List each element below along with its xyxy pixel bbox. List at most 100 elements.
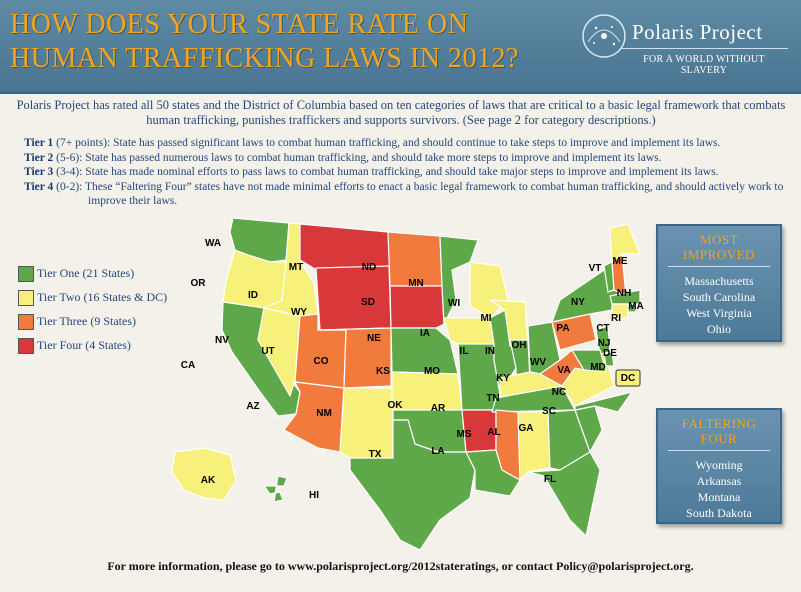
state-hi <box>263 475 288 503</box>
state-label-tn: TN <box>486 393 499 404</box>
legend-label-tier-1: Tier One (21 States) <box>37 266 135 280</box>
legend-item-tier-1: Tier One (21 States) <box>18 266 218 282</box>
tier-3-text: (3-4): State has made nominal efforts to… <box>56 166 719 178</box>
state-label-mt: MT <box>289 262 303 273</box>
state-label-nm: NM <box>316 408 332 419</box>
legend-swatch-tier-3 <box>18 314 34 330</box>
legend-item-tier-4: Tier Four (4 States) <box>18 338 218 354</box>
tier-descriptions: Tier 1 (7+ points): State has passed sig… <box>24 136 784 209</box>
faltering-four-item: Wyoming <box>695 458 743 472</box>
state-label-hi: HI <box>309 490 319 501</box>
state-label-ct: CT <box>596 323 609 334</box>
state-label-ma: MA <box>628 301 644 312</box>
state-label-nj: NJ <box>598 338 611 349</box>
tier-2-line: Tier 2 (5-6): State has passed numerous … <box>24 151 784 166</box>
footer-text: For more information, please go to www.p… <box>107 559 694 573</box>
state-ks <box>391 371 463 411</box>
legend-item-tier-3: Tier Three (9 States) <box>18 314 218 330</box>
state-label-dc: DC <box>621 373 635 384</box>
state-sd <box>389 285 445 329</box>
state-co <box>319 327 392 389</box>
state-label-ri: RI <box>611 313 621 324</box>
header-banner: HOW DOES YOUR STATE RATE ON HUMAN TRAFFI… <box>0 0 801 94</box>
legend-label-tier-4: Tier Four (4 States) <box>37 338 131 352</box>
state-label-co: CO <box>314 356 329 367</box>
state-label-me: ME <box>613 256 628 267</box>
state-al <box>517 411 551 481</box>
page-title: HOW DOES YOUR STATE RATE ON HUMAN TRAFFI… <box>10 8 519 76</box>
faltering-four-panel: FALTERING FOUR Wyoming Arkansas Montana … <box>656 408 782 524</box>
state-ma <box>609 289 641 305</box>
state-label-ms: MS <box>457 429 472 440</box>
state-label-ar: AR <box>431 403 446 414</box>
tier-2-text: (5-6): State has passed numerous laws to… <box>56 151 662 164</box>
tier-4-text: (0-2): These “Faltering Four” states hav… <box>56 180 784 193</box>
state-label-ne: NE <box>367 333 381 344</box>
legend-swatch-tier-1 <box>18 266 34 282</box>
state-label-wa: WA <box>205 238 221 249</box>
most-improved-item: Massachusetts <box>684 274 754 288</box>
state-label-sd: SD <box>361 297 375 308</box>
brand-name: Polaris Project <box>632 20 763 44</box>
most-improved-divider <box>668 266 770 267</box>
most-improved-title: MOST IMPROVED <box>658 232 780 262</box>
state-label-il: IL <box>460 346 469 357</box>
faltering-four-title-2: FOUR <box>700 431 738 446</box>
state-nm <box>339 387 394 459</box>
faltering-four-title: FALTERING FOUR <box>658 416 780 446</box>
state-label-ky: KY <box>496 373 510 384</box>
state-label-ok: OK <box>388 400 404 411</box>
most-improved-panel: MOST IMPROVED Massachusetts South Caroli… <box>656 224 782 342</box>
state-label-wy: WY <box>291 307 307 318</box>
legend-swatch-tier-2 <box>18 290 34 306</box>
state-label-vt: VT <box>589 263 602 274</box>
state-label-nd: ND <box>362 262 376 273</box>
tier-4-line-cont: improve their laws. <box>88 195 178 207</box>
state-label-id: ID <box>248 290 258 301</box>
state-label-ga: GA <box>519 423 534 434</box>
state-label-mo: MO <box>424 366 440 377</box>
legend-item-tier-2: Tier Two (16 States & DC) <box>18 290 218 306</box>
state-mt <box>299 223 391 273</box>
most-improved-title-1: MOST <box>699 232 739 247</box>
state-fl <box>527 451 601 537</box>
state-label-ut: UT <box>261 346 274 357</box>
state-wy <box>315 265 392 331</box>
state-tx <box>349 419 476 551</box>
most-improved-item: South Carolina <box>682 290 756 304</box>
state-label-nh: NH <box>617 288 631 299</box>
faltering-four-item: South Dakota <box>686 506 752 520</box>
state-label-md: MD <box>590 362 606 373</box>
state-label-de: DE <box>603 348 617 359</box>
state-label-or: OR <box>191 278 207 289</box>
state-md <box>571 349 607 373</box>
legend-label-tier-2: Tier Two (16 States & DC) <box>37 290 168 304</box>
state-dc <box>615 369 641 387</box>
state-wi <box>469 261 509 319</box>
faltering-four-title-1: FALTERING <box>681 416 757 431</box>
tier-1-line: Tier 1 (7+ points): State has passed sig… <box>24 136 784 151</box>
state-ak <box>171 447 237 501</box>
state-label-sc: SC <box>542 406 556 417</box>
state-label-ca: CA <box>181 360 195 371</box>
tier-4-line: Tier 4 (0-2): These “Faltering Four” sta… <box>24 180 784 195</box>
title-line-2: HUMAN TRAFFICKING LAWS IN 2012? <box>10 43 519 74</box>
state-ne <box>390 327 459 375</box>
most-improved-item: Ohio <box>707 322 731 336</box>
state-label-nv: NV <box>215 335 229 346</box>
state-label-fl: FL <box>544 474 556 485</box>
faltering-four-divider <box>668 450 770 451</box>
state-de <box>603 351 615 367</box>
state-label-wv: WV <box>530 357 546 368</box>
most-improved-title-2: IMPROVED <box>683 247 755 262</box>
tier-3-label: Tier 3 <box>24 166 54 178</box>
faltering-four-item: Arkansas <box>696 474 742 488</box>
brand-divider <box>620 48 788 49</box>
state-label-al: AL <box>487 427 500 438</box>
most-improved-item: West Virginia <box>686 306 752 320</box>
state-label-nc: NC <box>552 387 566 398</box>
state-label-tx: TX <box>369 449 382 460</box>
title-line-1: HOW DOES YOUR STATE RATE ON <box>10 9 469 40</box>
tier-1-label: Tier 1 <box>24 137 54 149</box>
state-label-pa: PA <box>556 323 569 334</box>
